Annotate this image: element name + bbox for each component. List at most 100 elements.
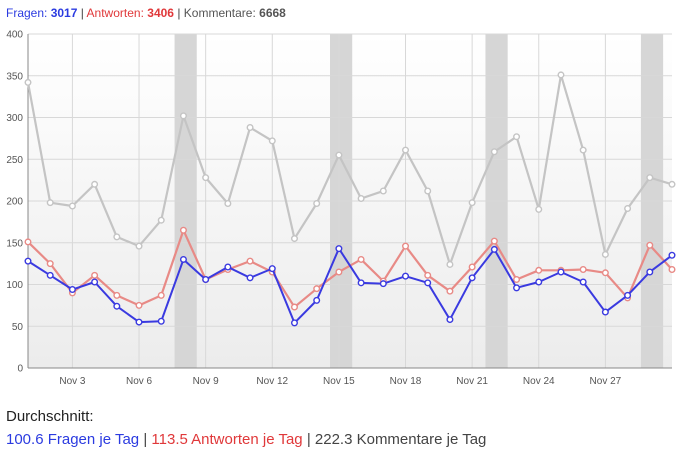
comments-data-point	[113, 233, 121, 241]
comments-data-point	[46, 199, 54, 207]
x-tick-label: Nov 15	[323, 376, 355, 387]
questions-data-point	[357, 279, 365, 287]
average-summary: 100.6 Fragen je Tag | 113.5 Antworten je…	[6, 431, 486, 448]
x-tick-label: Nov 6	[126, 376, 153, 387]
questions-data-point	[290, 319, 298, 327]
comments-average: 222.3 Kommentare je Tag	[314, 431, 487, 448]
answers-data-point	[113, 291, 121, 299]
answers-average: 113.5 Antworten je Tag	[151, 431, 303, 448]
questions-data-point	[624, 291, 632, 299]
y-tick-label: 250	[6, 155, 23, 166]
answers-data-point	[290, 303, 298, 311]
questions-data-point	[24, 257, 32, 265]
questions-data-point	[579, 278, 587, 286]
questions-data-point	[601, 308, 609, 316]
separator: |	[306, 431, 311, 448]
answers-data-point	[490, 237, 498, 245]
answers-data-point	[135, 301, 143, 309]
comments-data-point	[624, 205, 632, 213]
comments-data-point	[157, 216, 165, 224]
questions-data-point	[313, 296, 321, 304]
answers-data-point	[513, 275, 521, 283]
questions-data-point	[646, 268, 654, 276]
y-tick-label: 0	[17, 364, 23, 375]
answers-data-point	[402, 242, 410, 250]
totals-bar: Fragen: 3017 | Antworten: 3406 | Komment…	[6, 6, 286, 20]
questions-data-point	[91, 278, 99, 286]
x-tick-label: Nov 27	[590, 376, 622, 387]
questions-series-line	[27, 247, 673, 324]
answers-data-point	[46, 260, 54, 268]
separator: |	[177, 6, 181, 20]
answers-data-point	[535, 266, 543, 274]
y-tick-label: 100	[6, 280, 23, 291]
questions-total-value: 3017	[50, 6, 78, 20]
comments-data-point	[335, 151, 343, 159]
answers-data-point	[468, 263, 476, 271]
comments-data-point	[446, 260, 454, 268]
comments-data-point	[557, 71, 565, 79]
questions-data-point	[402, 272, 410, 280]
answers-data-point	[91, 271, 99, 279]
answers-data-point	[335, 268, 343, 276]
answers-total-value: 3406	[147, 6, 174, 20]
comments-data-point	[535, 205, 543, 213]
comments-series-line	[26, 73, 673, 266]
x-tick-label: Nov 24	[523, 376, 555, 387]
activity-line-chart: 0 50 100 150 200 250 300 350 400 Nov 3 Nov 6 Nov 9 N…	[6, 30, 676, 387]
questions-total-label: Fragen:	[6, 6, 48, 20]
answers-data-point	[246, 257, 254, 265]
comments-data-point	[135, 242, 143, 250]
questions-data-point	[68, 286, 76, 294]
answers-data-point	[668, 265, 676, 273]
answers-data-point	[357, 255, 365, 263]
comments-data-point	[468, 199, 476, 207]
answers-data-point	[424, 271, 432, 279]
questions-data-point	[157, 317, 165, 325]
questions-data-point	[490, 245, 498, 253]
questions-data-point	[179, 255, 187, 263]
answers-data-point	[601, 269, 609, 277]
comments-data-point	[579, 146, 587, 154]
comments-data-point	[68, 202, 76, 210]
questions-data-point	[668, 251, 676, 259]
y-tick-label: 350	[6, 71, 23, 82]
comments-data-point	[202, 174, 210, 182]
x-tick-label: Nov 18	[390, 376, 422, 387]
comments-total-label: Kommentare:	[183, 6, 256, 20]
answers-data-point	[179, 226, 187, 234]
comments-data-point	[513, 133, 521, 141]
questions-data-point	[113, 302, 121, 310]
answers-data-point	[313, 285, 321, 293]
questions-data-point	[379, 280, 387, 288]
y-tick-label: 200	[6, 197, 23, 208]
questions-data-point	[446, 316, 454, 324]
questions-data-point	[468, 274, 476, 282]
comments-data-point	[313, 200, 321, 208]
answers-data-point	[446, 287, 454, 295]
comments-data-point	[601, 250, 609, 258]
questions-data-point	[424, 279, 432, 287]
comments-data-point	[646, 174, 654, 182]
comments-data-point	[24, 78, 32, 86]
comments-data-point	[402, 146, 410, 154]
comments-data-point	[490, 148, 498, 156]
questions-average: 100.6 Fragen je Tag	[6, 431, 140, 448]
answers-data-point	[24, 238, 32, 246]
comments-data-point	[268, 137, 276, 145]
y-tick-label: 150	[6, 238, 23, 249]
questions-data-point	[202, 275, 210, 283]
answers-data-point	[646, 241, 654, 249]
answers-data-point	[579, 265, 587, 273]
comments-data-point	[668, 180, 676, 188]
comments-data-point	[379, 187, 387, 195]
comments-data-point	[424, 187, 432, 195]
y-tick-label: 50	[12, 322, 24, 333]
questions-data-point	[513, 284, 521, 292]
comments-data-point	[91, 180, 99, 188]
x-tick-label: Nov 12	[256, 376, 288, 387]
questions-data-point	[224, 263, 232, 271]
comments-total-value: 6668	[259, 6, 286, 20]
answers-data-point	[157, 291, 165, 299]
separator: |	[143, 431, 148, 448]
